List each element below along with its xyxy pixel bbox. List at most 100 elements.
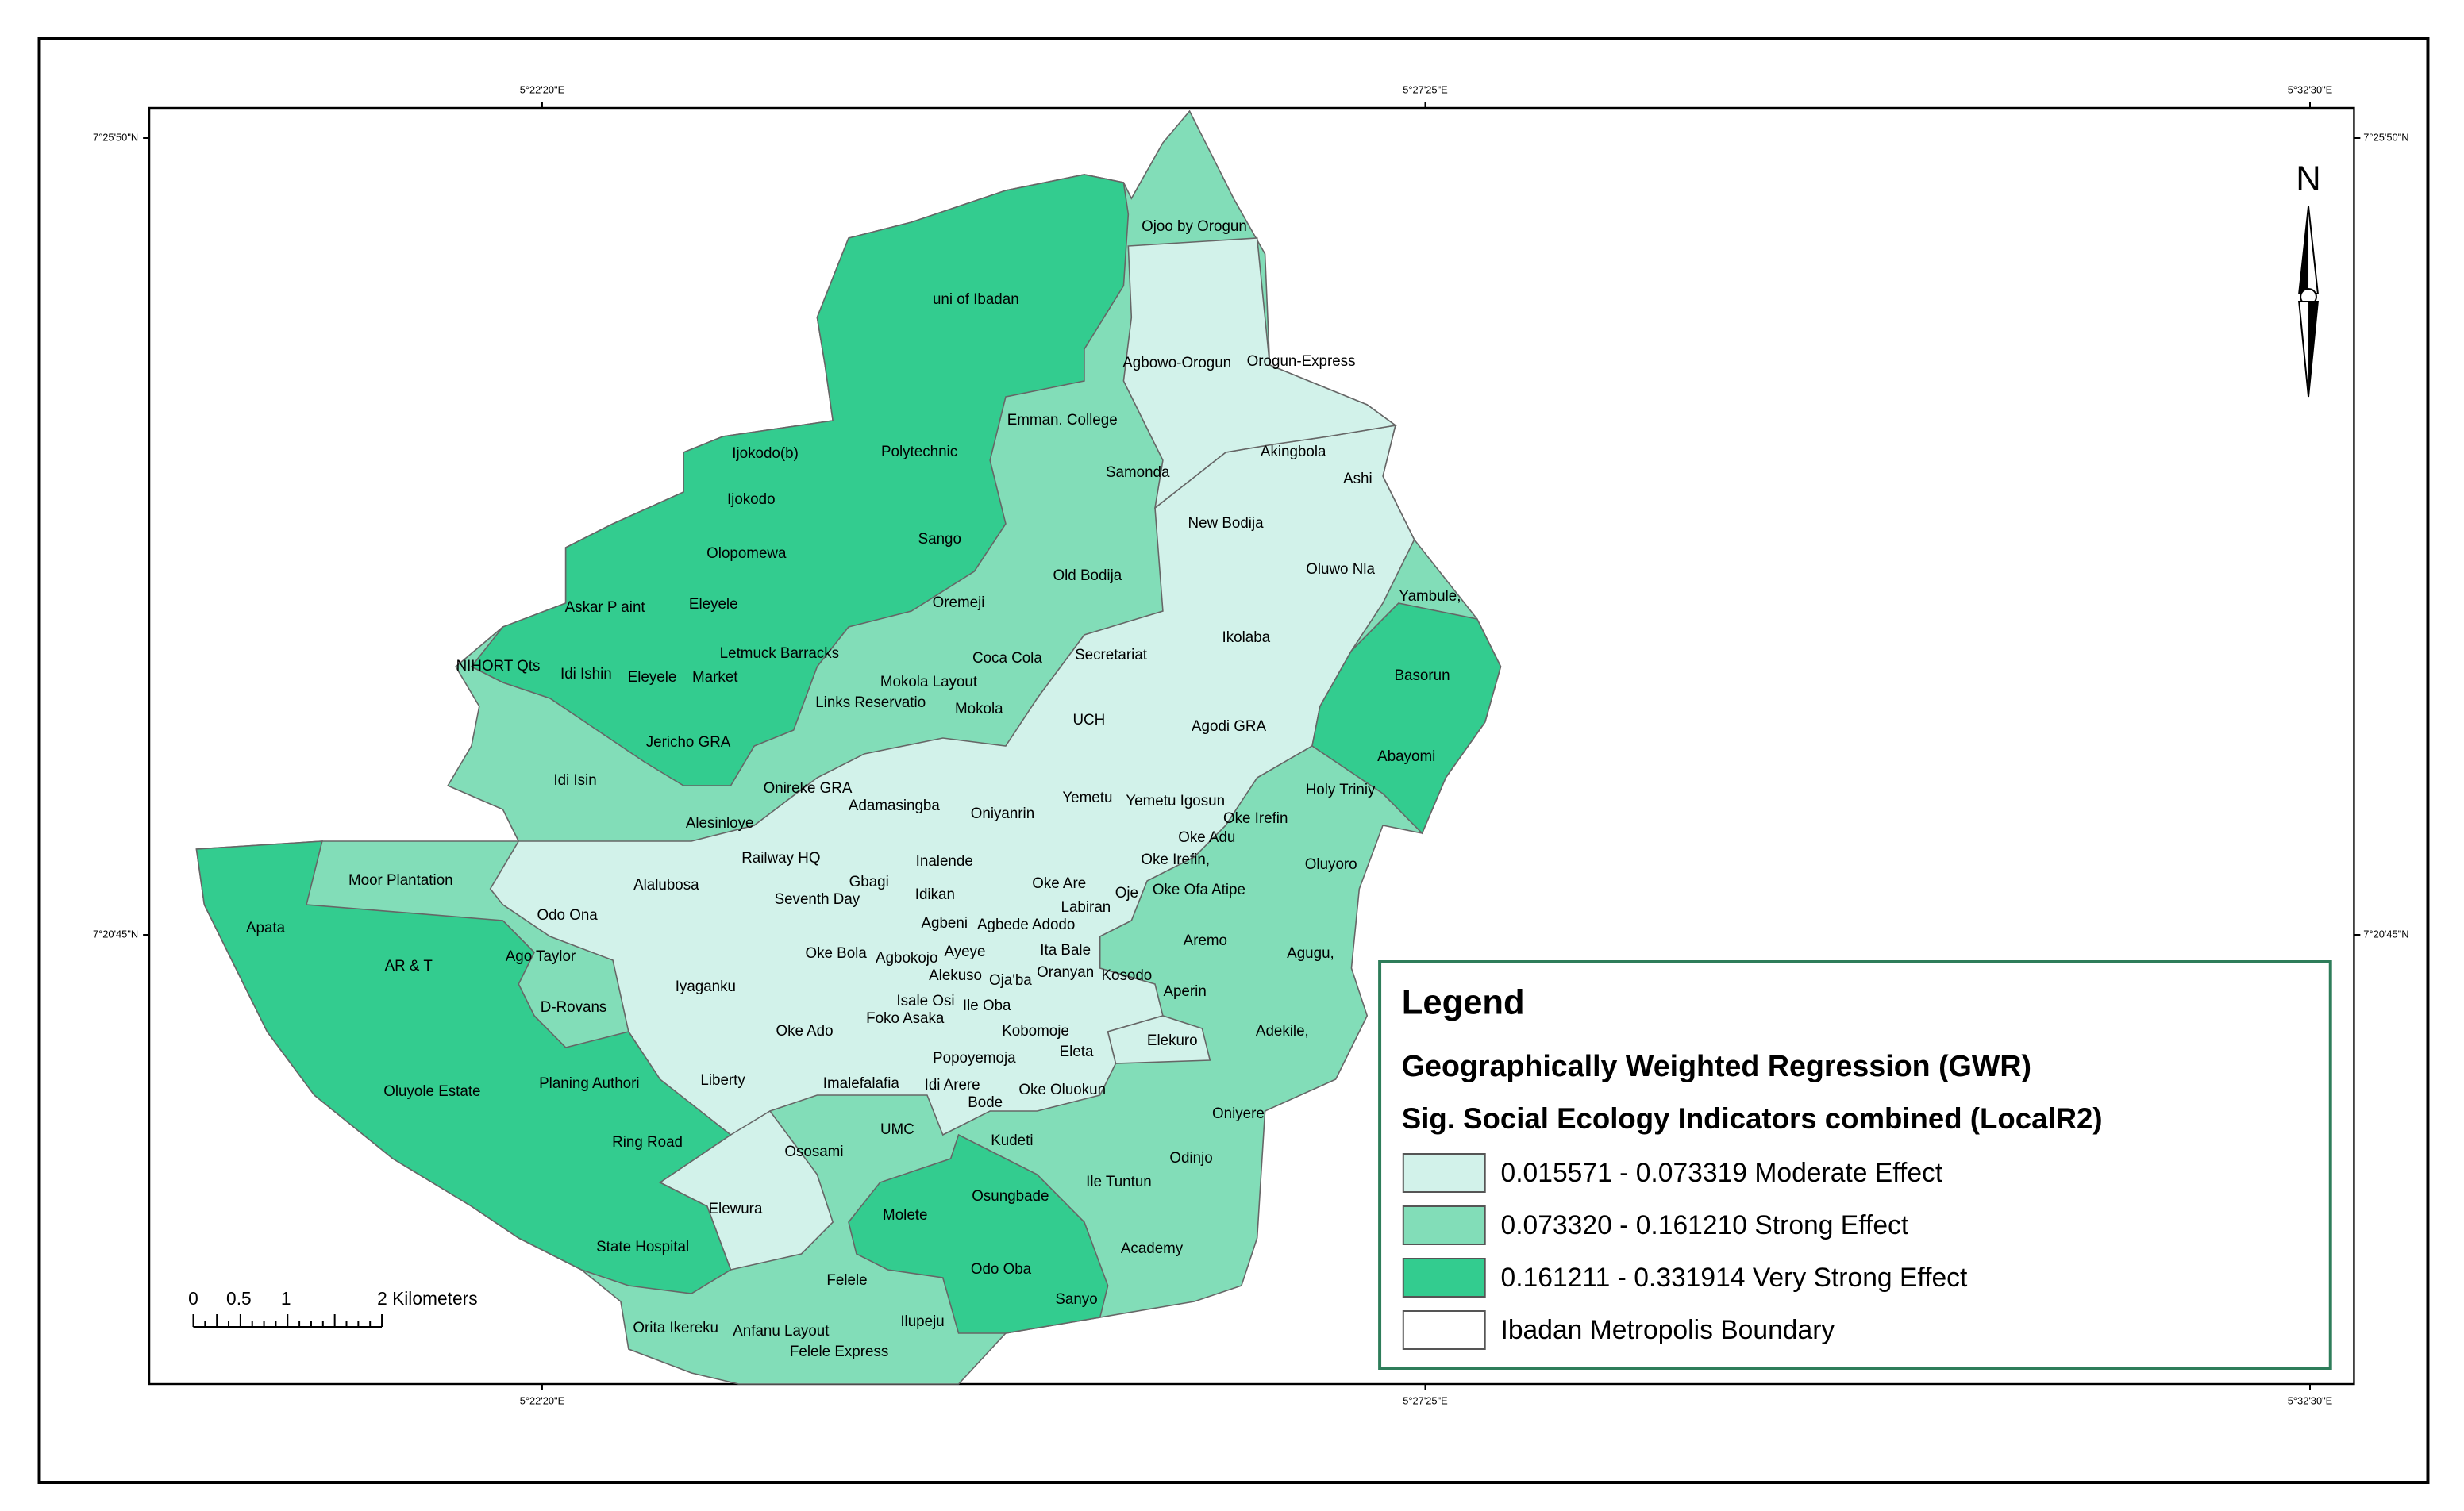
- district-zone: [1122, 237, 1397, 509]
- place-label: Letmuck Barracks: [720, 645, 839, 662]
- place-label: Felele Express: [790, 1344, 888, 1360]
- place-label: Oluyole Estate: [383, 1083, 480, 1100]
- place-label: Abayomi: [1377, 748, 1435, 765]
- place-label: Ilupeju: [900, 1313, 944, 1330]
- place-label: Elekuro: [1147, 1032, 1198, 1049]
- place-label: Molete: [883, 1207, 927, 1224]
- place-label: Sanyo: [1055, 1291, 1097, 1308]
- place-label: Idi Isin: [553, 772, 596, 789]
- place-label: Kudeti: [991, 1132, 1033, 1149]
- place-label: Inalende: [916, 853, 973, 870]
- legend-swatch: [1402, 1258, 1486, 1298]
- place-label: Academy: [1121, 1240, 1184, 1257]
- place-label: Agbede Adodo: [977, 917, 1075, 933]
- place-label: Labiran: [1061, 899, 1111, 916]
- place-label: Osungbade: [972, 1188, 1049, 1205]
- legend-swatch: [1402, 1153, 1486, 1193]
- place-label: Basorun: [1395, 667, 1450, 684]
- place-label: Olopomewa: [706, 545, 787, 562]
- place-label: Oje: [1115, 885, 1138, 902]
- place-label: Sango: [918, 531, 961, 548]
- place-label: Oke Ado: [776, 1023, 834, 1040]
- place-label: Ikolaba: [1222, 629, 1271, 646]
- place-label: Idi Ishin: [560, 666, 612, 682]
- place-label: Orogun-Express: [1247, 353, 1356, 370]
- place-label: Old Bodija: [1053, 567, 1122, 584]
- place-label: Oniyere: [1212, 1105, 1265, 1122]
- place-label: Popoyemoja: [933, 1050, 1016, 1067]
- place-label: Agbokojo: [876, 950, 937, 967]
- place-label: Askar P aint: [565, 599, 646, 616]
- place-label: Agodi GRA: [1192, 718, 1266, 735]
- place-label: Mokola: [955, 701, 1003, 717]
- district-zone: [195, 840, 732, 1294]
- place-label: Adamasingba: [849, 798, 940, 814]
- place-label: Kobomoje: [1002, 1023, 1069, 1040]
- district-zone: [1311, 602, 1502, 835]
- place-label: UMC: [880, 1121, 914, 1138]
- place-label: Holy Triniy: [1306, 782, 1376, 798]
- place-label: Oremeji: [933, 594, 985, 611]
- place-label: Railway HQ: [741, 850, 820, 867]
- district-zone: [848, 1133, 1109, 1334]
- place-label: Ile Tuntun: [1086, 1174, 1152, 1190]
- place-label: Ojoo by Orogun: [1142, 218, 1247, 235]
- place-label: Liberty: [700, 1072, 745, 1089]
- place-label: Foko Asaka: [866, 1010, 945, 1027]
- place-label: Eleyele: [628, 669, 677, 686]
- place-label: Ayeye: [945, 944, 986, 960]
- place-label: Emman. College: [1007, 412, 1118, 429]
- scale-bar: 0 0.5 1 2 Kilometers: [188, 1288, 478, 1328]
- place-label: Secretariat: [1075, 647, 1148, 663]
- place-label: Jericho GRA: [646, 734, 731, 751]
- place-labels: Ojoo by Orogun uni of Ibadan Agbowo-Orogun…: [246, 218, 1461, 1360]
- longitude-label: 5°27'25"E: [1403, 1394, 1448, 1406]
- place-label: Imalefalafia: [823, 1075, 900, 1092]
- graticule-labels: 5°22'20"E 5°27'25"E 5°32'30"E 5°22'20"E 5°27…: [93, 83, 2409, 1406]
- place-label: Ile Oba: [963, 998, 1011, 1014]
- place-label: Ososami: [784, 1144, 843, 1160]
- place-label: Seventh Day: [775, 891, 860, 908]
- place-label: uni of Ibadan: [933, 291, 1019, 308]
- place-label: Oke Are: [1032, 875, 1086, 892]
- scale-label: 0.5: [226, 1288, 252, 1309]
- place-label: Planing Authori: [539, 1075, 639, 1092]
- place-label: Yemetu Igosun: [1126, 793, 1225, 809]
- north-arrow-shade: [2299, 206, 2309, 294]
- place-label: Oke Ofa Atipe: [1153, 882, 1245, 898]
- legend-label: 0.161211 - 0.331914 Very Strong Effect: [1501, 1263, 1968, 1293]
- place-label: Bode: [968, 1094, 1003, 1111]
- legend-label: 0.015571 - 0.073319 Moderate Effect: [1501, 1158, 1943, 1188]
- place-label: Oluyoro: [1305, 856, 1357, 873]
- place-label: Odo Oba: [971, 1261, 1032, 1278]
- place-label: Market: [692, 669, 738, 686]
- legend-box: [1378, 960, 2332, 1370]
- place-label: Odinjo: [1169, 1150, 1212, 1167]
- place-label: Apata: [246, 920, 286, 936]
- place-label: Links Reservatio: [815, 694, 926, 711]
- place-label: Yemetu: [1062, 790, 1112, 806]
- longitude-label: 5°27'25"E: [1403, 83, 1448, 95]
- place-label: Felele: [826, 1272, 867, 1289]
- place-label: Ijokodo: [727, 491, 776, 508]
- place-label: Gbagi: [849, 874, 889, 890]
- legend-heading: Geographically Weighted Regression (GWR): [1402, 1050, 2031, 1083]
- place-label: Oke Irefin: [1223, 810, 1288, 827]
- place-label: Ita Bale: [1040, 942, 1091, 959]
- place-label: Oke Adu: [1178, 829, 1235, 846]
- legend-subheading: Sig. Social Ecology Indicators combined …: [1402, 1102, 2103, 1135]
- place-label: Aperin: [1163, 983, 1206, 1000]
- latitude-label: 7°20'45"N: [93, 928, 138, 940]
- place-label: Anfanu Layout: [733, 1323, 830, 1340]
- place-label: Agbeni: [921, 915, 968, 932]
- place-label: Alesinloye: [686, 815, 754, 832]
- place-label: Oke Oluokun: [1018, 1082, 1106, 1098]
- place-label: Coca Cola: [972, 650, 1042, 667]
- legend: Legend Geographically Weighted Regressio…: [1378, 960, 2332, 1370]
- place-label: Alekuso: [929, 967, 982, 984]
- latitude-label: 7°25'50"N: [2363, 131, 2408, 143]
- north-arrow: N: [2296, 159, 2321, 398]
- place-label: Iyaganku: [676, 978, 736, 995]
- place-label: Polytechnic: [881, 444, 957, 460]
- place-label: Ring Road: [612, 1134, 683, 1151]
